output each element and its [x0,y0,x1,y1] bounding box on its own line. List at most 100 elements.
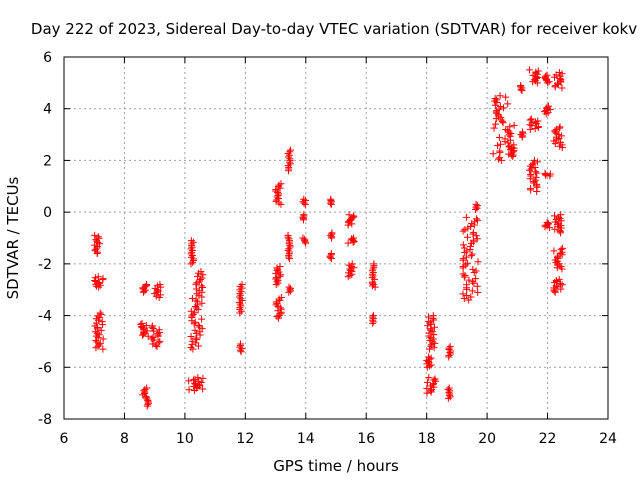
data-point [198,274,206,282]
data-point [530,156,538,164]
data-point [459,255,467,263]
y-tick-label: 2 [43,153,52,169]
data-point [142,281,150,289]
data-point [556,123,564,131]
chart-title: Day 222 of 2023, Sidereal Day-to-day VTE… [31,20,637,38]
data-point [429,312,437,320]
data-point [137,320,145,328]
data-point [525,66,533,74]
data-point [424,313,432,321]
data-point [499,104,507,112]
data-point [530,178,538,186]
data-point [468,250,476,258]
data-point [185,377,193,385]
data-point [544,219,552,227]
data-point [506,123,514,131]
data-point [502,125,510,133]
data-point [469,230,477,238]
data-point [525,166,533,174]
data-point [427,342,435,350]
y-tick-label: -8 [38,412,52,428]
data-point [350,213,358,221]
data-point [95,234,103,242]
x-tick-label: 8 [120,431,129,447]
data-point [468,219,476,227]
data-point [189,376,197,384]
data-point [429,338,437,346]
data-point [553,253,561,261]
data-point [552,125,560,133]
data-point [459,227,467,235]
data-point [98,318,106,326]
data-point [187,307,195,315]
y-tick-label: -4 [38,309,52,325]
data-point [490,124,498,132]
data-point [528,161,536,169]
data-point [470,229,478,237]
y-tick-label: 0 [43,205,52,221]
data-point [236,343,244,351]
data-point [369,278,377,286]
x-axis-label: GPS time / hours [273,457,399,475]
data-point [462,261,470,269]
data-point [144,332,152,340]
data-point [237,302,245,310]
data-point [187,333,195,341]
x-tick-label: 6 [60,431,69,447]
data-point [466,242,474,250]
data-point [275,190,283,198]
data-point [492,120,500,128]
data-point [431,323,439,331]
data-point [99,345,107,353]
data-point [187,245,195,253]
data-point [446,349,454,357]
data-point [197,268,205,276]
data-point [423,384,431,392]
data-point [143,384,151,392]
data-point [348,260,356,268]
data-point [198,315,206,323]
data-point [493,96,501,104]
data-point [469,236,477,244]
x-tick-label: 22 [539,431,557,447]
data-point [94,273,102,281]
data-point [276,262,284,270]
data-point [463,291,471,299]
data-point [156,291,164,299]
y-tick-label: -2 [38,257,52,273]
data-point [534,158,542,166]
data-point [541,169,549,177]
data-point [189,310,197,318]
data-point [328,229,336,237]
data-point [142,394,150,402]
data-point [91,322,99,330]
x-tick-label: 18 [418,431,436,447]
data-point [370,312,378,320]
data-point [543,71,551,79]
data-point [446,387,454,395]
data-point [527,171,535,179]
data-point [545,102,553,110]
data-point [459,290,467,298]
data-point [191,309,199,317]
data-point [556,250,564,258]
grid-lines [64,57,608,419]
data-point [425,353,433,361]
data-point [194,272,202,280]
data-point [494,155,502,163]
data-point [156,337,164,345]
data-point [467,252,475,260]
data-point [193,336,201,344]
data-point [502,93,510,101]
data-point [327,195,335,203]
data-point [192,280,200,288]
data-point [460,273,468,281]
data-point [463,281,471,289]
data-point [194,374,202,382]
x-tick-label: 20 [478,431,496,447]
data-point [237,340,245,348]
data-point [287,146,295,154]
data-point [534,117,542,125]
data-point [519,128,527,136]
